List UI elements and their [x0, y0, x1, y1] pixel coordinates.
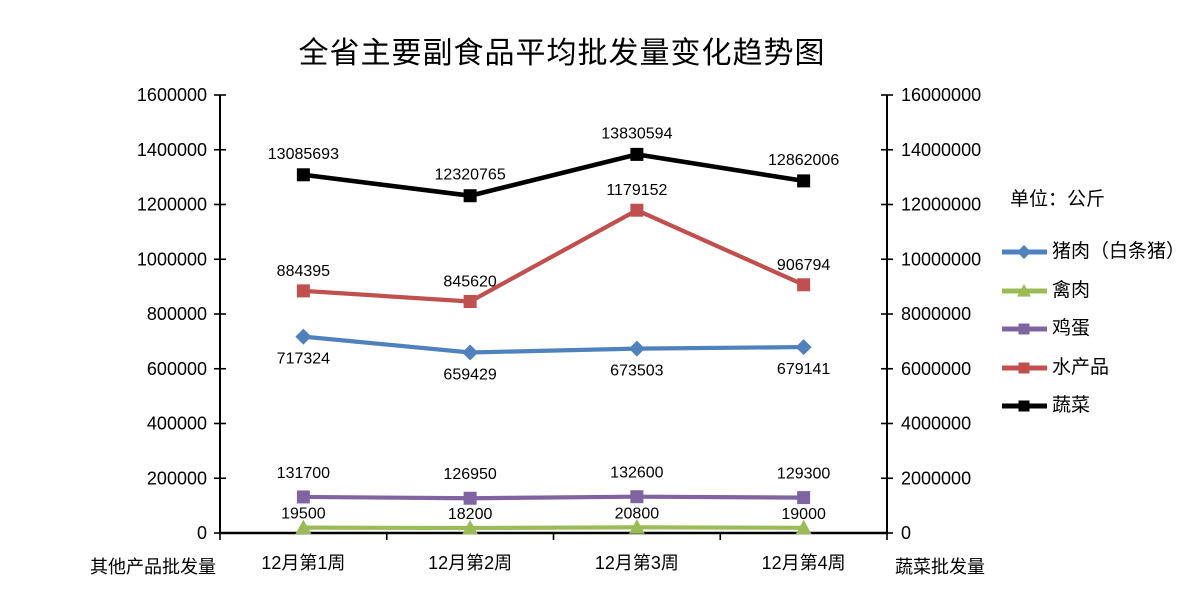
data-label: 673503 — [610, 363, 663, 380]
data-label: 19500 — [281, 506, 326, 523]
square-marker — [630, 490, 644, 504]
legend: 猪肉（白条猪） 禽肉鸡蛋水产品蔬菜 — [1001, 240, 1185, 418]
right-axis-tick-label: 14000000 — [901, 140, 981, 160]
data-label: 131700 — [277, 465, 330, 482]
left-axis-tick-label: 600000 — [147, 359, 207, 379]
series-line — [303, 208, 805, 304]
legend-entry-label: 蔬菜 — [1052, 395, 1091, 416]
square-marker — [797, 491, 811, 505]
x-axis-category-label: 12月第2周 — [428, 553, 512, 573]
legend-marker-icon — [1002, 323, 1047, 335]
square-marker — [630, 147, 644, 161]
left-axis-tick-label: 400000 — [147, 414, 207, 434]
series-line — [303, 152, 804, 199]
triangle-marker — [795, 519, 812, 535]
data-label: 12862006 — [768, 152, 839, 169]
data-label: 129300 — [777, 466, 830, 483]
diamond-marker — [795, 339, 812, 356]
series-line — [303, 525, 804, 531]
left-axis-title: 其他产品批发量 — [90, 557, 216, 577]
data-label: 13830594 — [601, 125, 672, 142]
square-marker — [463, 491, 477, 505]
legend-entry-label: 水产品 — [1052, 356, 1110, 378]
legend-marker-icon — [1002, 400, 1047, 412]
right-axis-tick-label: 10000000 — [901, 249, 981, 269]
left-axis-tick-label: 1400000 — [137, 140, 207, 160]
data-label: 1179152 — [606, 182, 667, 199]
chart-title: 全省主要副食品平均批发量变化趋势图 — [298, 37, 826, 70]
square-marker — [797, 278, 811, 292]
series-line — [303, 494, 804, 501]
square-marker — [296, 490, 310, 504]
legend-entry: 猪肉（白条猪） — [1001, 240, 1185, 264]
diamond-marker — [295, 328, 312, 345]
data-label: 906794 — [777, 257, 830, 274]
series-line — [303, 334, 804, 355]
diamond-marker — [628, 340, 645, 357]
data-label: 845620 — [443, 274, 496, 291]
square-marker — [1018, 400, 1030, 412]
right-axis-tick-label: 8000000 — [901, 304, 971, 324]
triangle-marker — [462, 520, 479, 535]
unit-label: 单位：公斤 — [1010, 189, 1106, 210]
left-axis-tick-label: 1000000 — [137, 249, 207, 269]
data-label: 717324 — [277, 351, 330, 368]
square-marker — [630, 203, 644, 217]
x-axis-category-label: 12月第3周 — [595, 553, 679, 573]
data-label: 18200 — [448, 506, 493, 523]
legend-entry-label: 禽肉 — [1052, 279, 1091, 301]
left-axis-tick-label: 1600000 — [137, 85, 207, 105]
data-label: 19000 — [781, 506, 826, 523]
right-axis-tick-label: 12000000 — [901, 195, 981, 215]
right-axis-tick-label: 16000000 — [901, 85, 981, 105]
legend-entry: 蔬菜 — [1001, 394, 1185, 418]
triangle-marker — [1017, 283, 1031, 297]
square-marker — [463, 295, 477, 309]
data-label: 126950 — [443, 466, 496, 483]
square-marker — [1018, 362, 1030, 373]
legend-entry: 鸡蛋 — [1001, 317, 1185, 341]
legend-marker-icon — [1002, 283, 1047, 297]
left-axis-tick-label: 1200000 — [137, 195, 207, 215]
data-label: 12320765 — [435, 167, 506, 184]
square-marker — [463, 189, 477, 203]
legend-marker-icon — [1002, 362, 1047, 373]
data-label: 132600 — [610, 465, 663, 482]
square-marker — [296, 168, 310, 182]
legend-marker-icon — [1002, 245, 1047, 259]
data-label: 884395 — [277, 263, 330, 280]
data-label: 679141 — [777, 361, 830, 378]
right-axis-tick-label: 6000000 — [901, 359, 971, 379]
triangle-marker — [628, 519, 645, 534]
legend-entry: 水产品 — [1001, 356, 1185, 380]
square-marker — [797, 174, 811, 188]
left-axis-tick-label: 800000 — [147, 304, 207, 324]
legend-entry-label: 猪肉（白条猪） — [1052, 241, 1186, 262]
data-label: 20800 — [615, 505, 660, 522]
left-axis-tick-label: 0 — [197, 523, 207, 543]
x-axis-category-label: 12月第1周 — [261, 553, 345, 573]
data-label: 659429 — [443, 366, 496, 383]
square-marker — [1018, 323, 1030, 335]
right-axis-title: 蔬菜批发量 — [895, 557, 985, 577]
x-axis-category-label: 12月第4周 — [762, 553, 846, 573]
legend-entry-label: 鸡蛋 — [1052, 318, 1091, 339]
right-axis-tick-label: 4000000 — [901, 414, 971, 434]
diamond-marker — [1017, 245, 1031, 259]
data-label: 13085693 — [268, 146, 339, 163]
right-axis-tick-label: 0 — [901, 523, 911, 543]
square-marker — [296, 284, 310, 298]
diamond-marker — [462, 344, 479, 361]
triangle-marker — [295, 519, 312, 535]
legend-entry: 禽肉 — [1001, 279, 1185, 303]
right-axis-tick-label: 2000000 — [901, 468, 971, 488]
left-axis-tick-label: 200000 — [147, 468, 207, 488]
